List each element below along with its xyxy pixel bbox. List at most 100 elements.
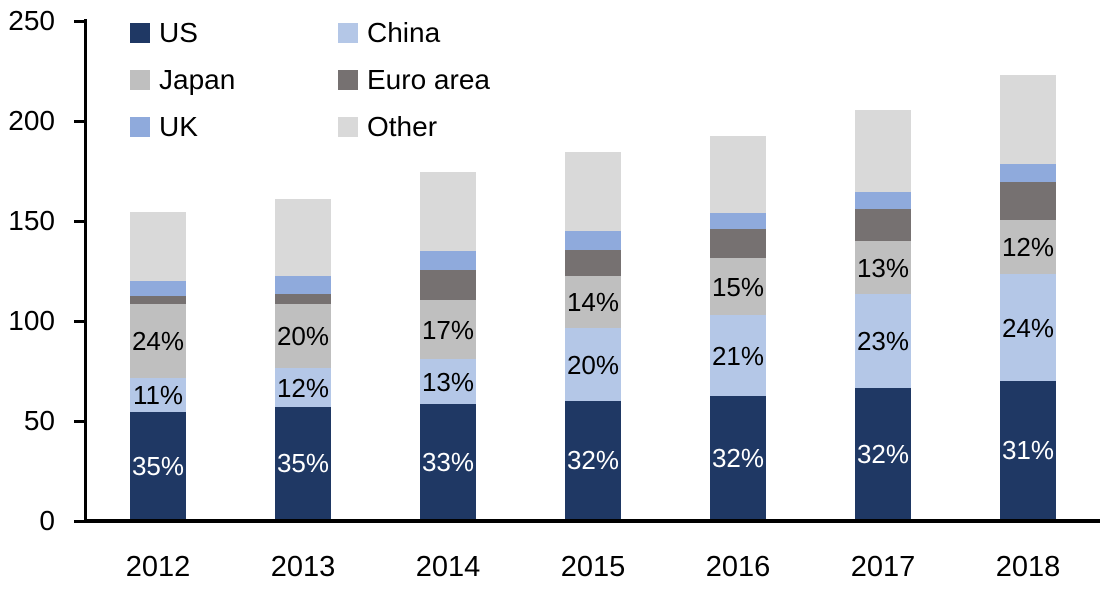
- bar-segment-japan-2018: [1000, 220, 1056, 274]
- bar-segment-us-2014: [420, 404, 476, 519]
- legend-swatch-japan: [130, 70, 150, 90]
- bar-segment-china-2016: [710, 315, 766, 396]
- legend-swatch-us: [130, 23, 150, 43]
- bar-segment-uk-2018: [1000, 164, 1056, 182]
- bar-segment-euro-area-2016: [710, 229, 766, 258]
- legend-label-japan: Japan: [159, 64, 236, 95]
- segment-label-japan-2018: 12%: [1001, 232, 1055, 262]
- legend-item-china: China: [338, 17, 490, 49]
- segment-label-japan-2012: 24%: [131, 326, 185, 356]
- segment-label-japan-2013: 20%: [276, 321, 330, 351]
- bar-segment-china-2012: [130, 378, 186, 412]
- legend-item-us: US: [130, 17, 338, 49]
- y-axis-tick-label: 50: [23, 405, 55, 436]
- bar-segment-euro-area-2013: [275, 294, 331, 304]
- bar-segment-us-2018: [1000, 381, 1056, 519]
- legend-swatch-china: [338, 23, 358, 43]
- segment-label-china-2013: 12%: [276, 373, 330, 403]
- segment-label-japan-2017: 13%: [856, 253, 910, 283]
- segment-label-us-2014: 33%: [421, 447, 475, 477]
- segment-label-china-2017: 23%: [856, 326, 910, 356]
- bar-segment-japan-2013: [275, 304, 331, 368]
- bar-segment-japan-2016: [710, 258, 766, 315]
- x-axis-label-2014: 2014: [415, 551, 481, 583]
- bar-segment-uk-2016: [710, 213, 766, 229]
- bar-segment-euro-area-2014: [420, 270, 476, 300]
- y-tick: [74, 520, 84, 523]
- legend-label-us: US: [159, 17, 198, 48]
- segment-label-china-2012: 11%: [132, 380, 184, 410]
- bar-segment-euro-area-2017: [855, 209, 911, 241]
- segment-label-china-2016: 21%: [711, 341, 765, 371]
- chart-legend: US China Japan Euro area UK Other: [130, 17, 490, 143]
- segment-label-us-2012: 35%: [131, 451, 185, 481]
- bar-segment-us-2012: [130, 412, 186, 519]
- y-axis-tick-label: 0: [39, 505, 55, 536]
- bar-segment-uk-2013: [275, 276, 331, 294]
- legend-swatch-euro-area: [338, 70, 358, 90]
- bar-segment-euro-area-2012: [130, 296, 186, 304]
- bar-segment-us-2017: [855, 388, 911, 519]
- x-axis-label-2016: 2016: [705, 551, 771, 583]
- legend-label-other: Other: [367, 111, 438, 142]
- bar-segment-china-2017: [855, 294, 911, 388]
- segment-label-china-2015: 20%: [566, 350, 620, 380]
- segment-label-japan-2016: 15%: [711, 272, 765, 302]
- segment-label-china-2014: 13%: [421, 367, 475, 397]
- legend-label-uk: UK: [159, 111, 198, 142]
- y-tick: [74, 120, 84, 123]
- x-axis-label-2018: 2018: [995, 551, 1061, 583]
- bar-segment-uk-2012: [130, 281, 186, 296]
- legend-item-other: Other: [338, 111, 490, 143]
- x-axis-label-2017: 2017: [850, 551, 916, 583]
- x-axis-label-2015: 2015: [560, 551, 626, 583]
- bar-segment-japan-2015: [565, 276, 621, 328]
- bar-segment-euro-area-2015: [565, 250, 621, 276]
- segment-label-us-2013: 35%: [276, 448, 330, 478]
- legend-label-euro-area: Euro area: [367, 64, 490, 95]
- bar-segment-japan-2012: [130, 304, 186, 378]
- bar-segment-us-2013: [275, 407, 331, 519]
- segment-label-us-2016: 32%: [711, 443, 765, 473]
- y-axis-tick-label: 250: [8, 5, 55, 36]
- bar-segment-japan-2017: [855, 241, 911, 294]
- bar-segment-other-2014: [420, 172, 476, 251]
- segment-label-us-2015: 32%: [566, 445, 620, 475]
- segment-label-china-2018: 24%: [1001, 313, 1055, 343]
- x-axis-line: [84, 519, 1100, 523]
- bar-segment-uk-2015: [565, 231, 621, 250]
- legend-item-euro-area: Euro area: [338, 64, 490, 96]
- y-tick: [74, 320, 84, 323]
- legend-swatch-other: [338, 117, 358, 137]
- bar-segment-us-2016: [710, 396, 766, 519]
- bar-segment-china-2015: [565, 328, 621, 401]
- legend-label-china: China: [367, 17, 441, 48]
- x-axis-label-2012: 2012: [125, 551, 191, 583]
- bar-segment-uk-2014: [420, 251, 476, 270]
- bar-segment-other-2013: [275, 199, 331, 276]
- bar-segment-other-2017: [855, 110, 911, 192]
- segment-label-us-2018: 31%: [1001, 435, 1055, 465]
- bar-segment-china-2018: [1000, 274, 1056, 381]
- y-axis-tick-label: 200: [8, 105, 55, 136]
- bar-segment-euro-area-2018: [1000, 182, 1056, 220]
- y-axis-tick-label: 150: [8, 205, 55, 236]
- legend-swatch-uk: [130, 117, 150, 137]
- bar-segment-other-2016: [710, 136, 766, 213]
- y-axis-tick-label: 100: [8, 305, 55, 336]
- y-tick: [74, 420, 84, 423]
- y-tick: [74, 220, 84, 223]
- y-tick: [74, 20, 84, 23]
- bar-segment-other-2018: [1000, 75, 1056, 164]
- bar-segment-china-2013: [275, 368, 331, 407]
- legend-item-japan: Japan: [130, 64, 338, 96]
- x-axis-label-2013: 2013: [270, 551, 336, 583]
- bar-segment-uk-2017: [855, 192, 911, 209]
- segment-label-japan-2014: 17%: [421, 315, 475, 345]
- y-axis-line: [84, 19, 87, 523]
- legend-item-uk: UK: [130, 111, 338, 143]
- bar-segment-other-2012: [130, 212, 186, 281]
- segment-label-us-2017: 32%: [856, 439, 910, 469]
